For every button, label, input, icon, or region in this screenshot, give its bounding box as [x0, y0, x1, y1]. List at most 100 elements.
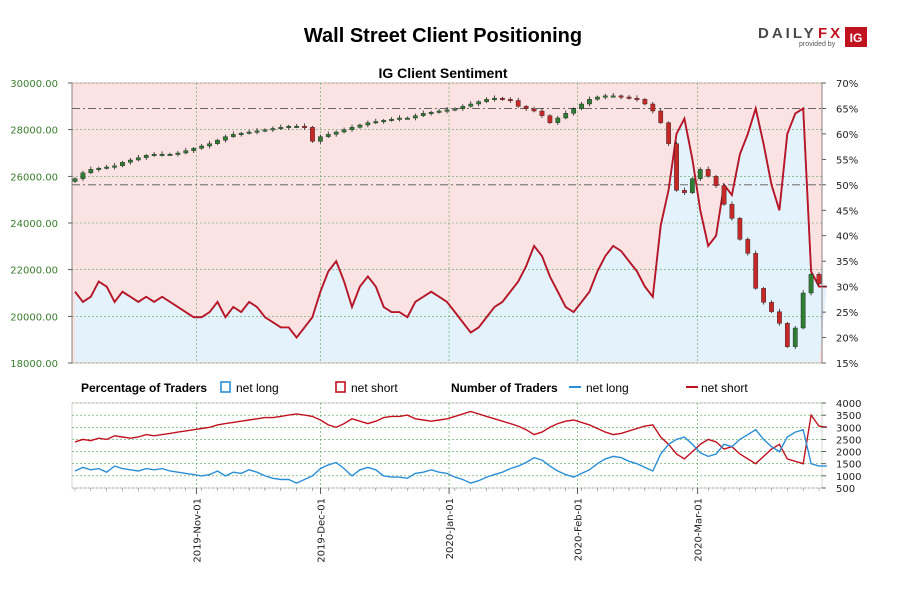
upper-axes: 18000.00 20000.00 22000.00 24000.00 26000.00… [10, 79, 858, 370]
right-axis-tick-label: 50% [836, 181, 858, 192]
price-candle [262, 129, 268, 132]
left-axis-tick-label: 26000.00 [10, 172, 58, 183]
price-candle [389, 118, 394, 121]
count-net-short-line [74, 410, 828, 465]
price-candle [317, 136, 323, 142]
legend-percentage-title: Percentage of Traders [81, 381, 207, 395]
price-candle [689, 178, 695, 193]
price-candle [310, 127, 315, 142]
price-candle [143, 155, 149, 158]
price-candle [674, 143, 679, 191]
price-candle [96, 167, 102, 170]
count-axis-tick-label: 500 [836, 484, 855, 495]
price-candle [618, 95, 624, 98]
price-candle [254, 130, 260, 133]
price-candle [80, 172, 86, 179]
price-candle [270, 128, 276, 131]
ig-logo-box [845, 27, 867, 47]
lower-grid [71, 402, 823, 489]
price-candle [286, 125, 292, 128]
price-candle [341, 129, 347, 133]
price-candle [159, 153, 165, 156]
left-axis-tick-label: 22000.00 [10, 266, 58, 277]
x-axis-date-label: 2020-Jan-01 [445, 498, 456, 559]
price-candle [555, 117, 561, 123]
price-candle [769, 302, 774, 312]
legend-num-long-label: net long [586, 381, 629, 395]
price-candle [428, 111, 434, 114]
price-candle [800, 292, 806, 329]
price-candle [420, 113, 426, 116]
price-candle [539, 110, 545, 116]
price-candle [373, 121, 379, 124]
chart-title: Wall Street Client Positioning [304, 25, 582, 47]
right-axis-tick-label: 15% [836, 359, 858, 370]
price-candle [246, 131, 252, 134]
price-candle [468, 103, 474, 107]
count-axis-tick-label: 1000 [836, 472, 861, 483]
price-candle [325, 134, 331, 137]
left-axis-tick-label: 30000.00 [10, 79, 58, 90]
right-axis-tick-label: 70% [836, 79, 858, 90]
price-candle [135, 157, 141, 161]
price-candle [777, 311, 782, 324]
price-candle [128, 159, 133, 163]
price-candle [571, 108, 577, 114]
price-candle [507, 99, 513, 102]
price-candle [199, 145, 205, 149]
price-candle [523, 106, 529, 109]
count-axis-tick-label: 4000 [836, 399, 861, 410]
price-candle [175, 152, 181, 155]
price-candle [120, 162, 125, 167]
price-candle [302, 125, 307, 128]
right-axis-tick-label: 45% [836, 206, 858, 217]
x-axis-date-label: 2020-Mar-01 [694, 498, 705, 562]
price-candle [713, 176, 719, 186]
sentiment-panel: IG Client Sentiment 18000.00 20000.00 2200… [10, 65, 858, 370]
price-candle [215, 139, 220, 144]
price-candle [405, 117, 410, 120]
net-short-line [74, 105, 827, 339]
price-candles [72, 93, 822, 349]
price-candle [610, 95, 616, 98]
trader-count-lines [74, 410, 828, 484]
count-axis-tick-label: 2500 [836, 435, 861, 446]
price-candle [476, 101, 482, 105]
price-candle [792, 327, 798, 347]
price-candle [191, 148, 197, 151]
price-candle [729, 204, 735, 219]
count-axis-tick-label: 3500 [836, 411, 861, 422]
price-candle [104, 166, 110, 169]
x-axis-date-label: 2020-Feb-01 [574, 498, 585, 561]
price-candle [436, 110, 442, 113]
price-candle [397, 117, 402, 120]
price-candle [238, 132, 244, 135]
price-candle [151, 153, 157, 156]
price-candle [357, 124, 363, 128]
price-candle [531, 108, 537, 112]
price-candle [547, 115, 553, 123]
brand-provided-by: provided by [799, 41, 836, 48]
price-candle [167, 153, 173, 156]
count-net-long-line [74, 428, 827, 484]
left-axis-tick-label: 18000.00 [10, 359, 58, 370]
price-candle [761, 288, 766, 303]
price-candle [634, 97, 640, 100]
price-candle [753, 253, 759, 289]
price-candle [784, 323, 790, 347]
price-candle [444, 109, 450, 112]
lower-frame [71, 402, 823, 489]
price-candle [294, 125, 299, 128]
price-candle [381, 120, 387, 123]
price-candle [563, 113, 569, 119]
price-candle [112, 165, 117, 168]
price-candle [666, 122, 671, 144]
price-candle [183, 150, 189, 154]
legend-pct-long-label: net long [236, 381, 279, 395]
price-candle [808, 274, 814, 294]
price-candle [745, 239, 751, 254]
price-candle [515, 100, 521, 107]
count-axis-tick-label: 2000 [836, 448, 861, 459]
